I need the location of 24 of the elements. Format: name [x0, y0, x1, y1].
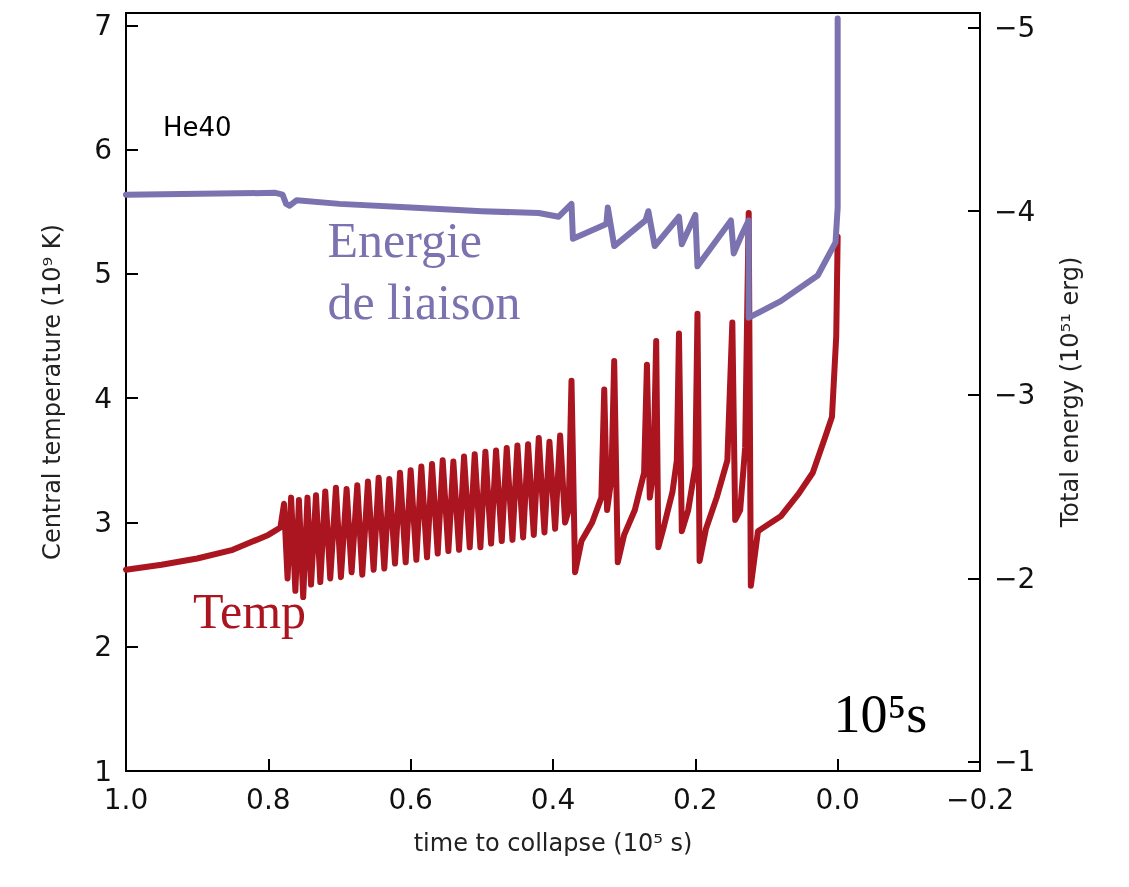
y-tick-label: 2	[94, 630, 112, 664]
y-tick-label: 4	[94, 381, 112, 415]
x-tick-label: 0.6	[388, 782, 433, 816]
y2-axis-title: Total energy (10⁵¹ erg)	[1056, 256, 1084, 529]
x-tick-label: 0.4	[530, 782, 576, 816]
series-label: Energie de liaison	[327, 212, 521, 331]
y-axis-title: Central temperature (10⁹ K)	[38, 224, 66, 560]
x-tick-label: −0.2	[946, 782, 1014, 816]
y2-tick-label: −2	[994, 561, 1036, 595]
annotation: 10⁵s	[833, 683, 928, 744]
y2-tick-label: −4	[994, 194, 1036, 228]
y2-tick-label: −3	[994, 378, 1036, 412]
y-tick-label: 5	[94, 257, 112, 291]
series-label: Temp	[192, 582, 307, 639]
x-tick-label: 0.0	[815, 782, 860, 816]
y-tick-label: 6	[94, 133, 112, 167]
y-tick-label: 7	[94, 8, 112, 42]
y-tick-label: 3	[94, 505, 112, 539]
y2-tick-label: −1	[994, 745, 1036, 779]
x-tick-label: 0.2	[673, 782, 718, 816]
x-axis-title: time to collapse (10⁵ s)	[413, 829, 693, 857]
x-tick-label: 0.8	[246, 782, 291, 816]
y2-tick-label: −5	[994, 11, 1036, 45]
annotation: He40	[163, 112, 232, 143]
